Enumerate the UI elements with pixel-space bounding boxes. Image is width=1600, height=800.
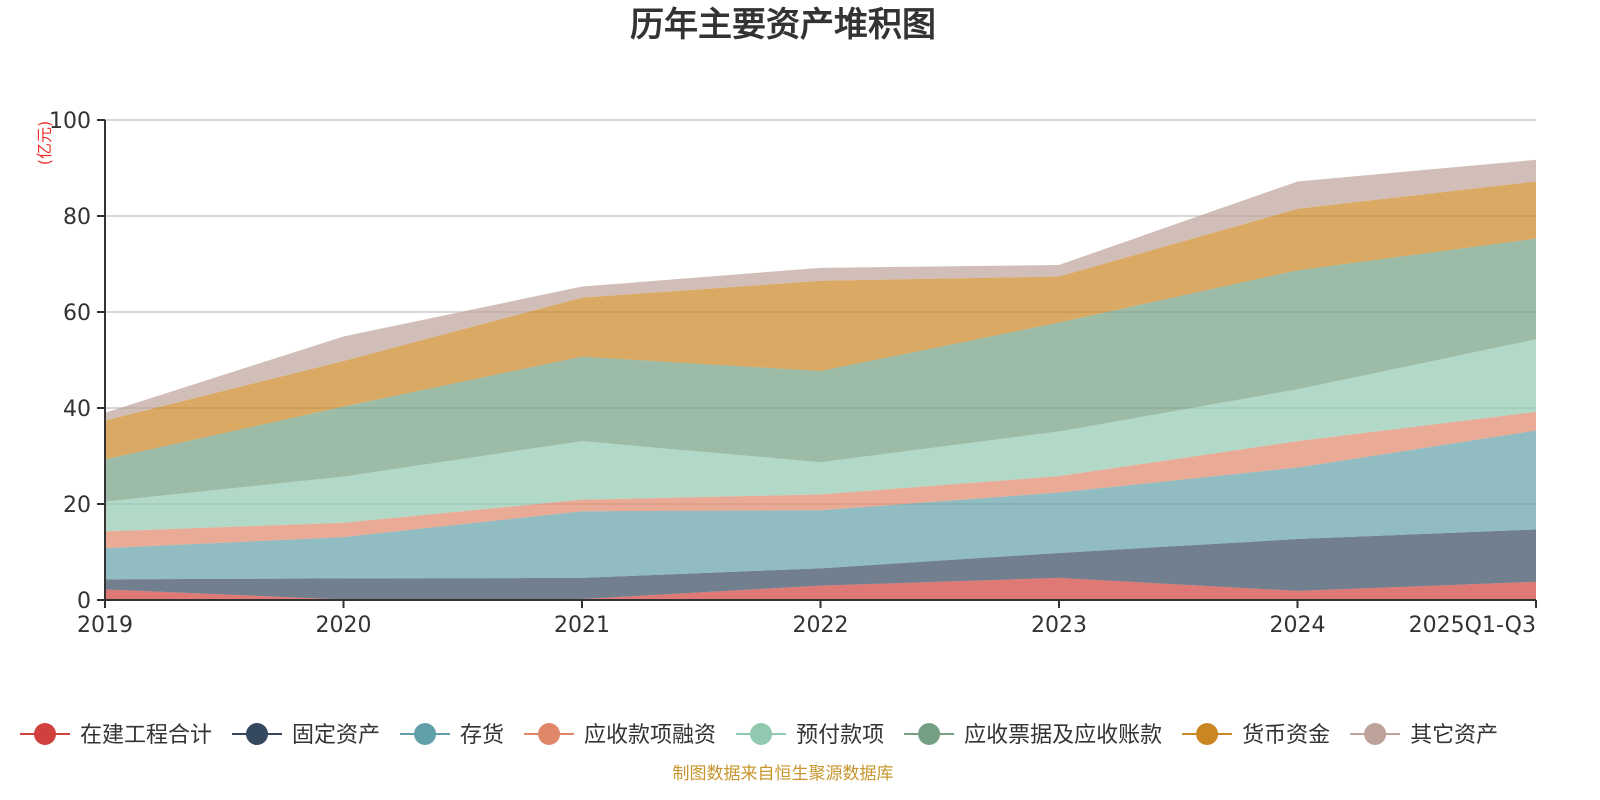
y-tick-label: 100: [49, 109, 91, 134]
series-areas: [105, 159, 1536, 600]
legend-label: 预付款项: [796, 723, 884, 748]
area-series-2: [105, 529, 1536, 600]
legend-label: 在建工程合计: [80, 723, 212, 748]
legend-marker: [34, 723, 56, 745]
legend-item-7[interactable]: 货币资金: [1182, 723, 1330, 748]
area-series-6: [105, 238, 1536, 502]
data-source-note: 制图数据来自恒生聚源数据库: [673, 764, 894, 784]
y-tick-label: 40: [63, 397, 91, 422]
legend-marker: [1364, 723, 1387, 745]
legend-item-8[interactable]: 其它资产: [1350, 723, 1498, 748]
x-tick-label: 2025Q1-Q3: [1409, 613, 1536, 638]
y-axis-ticks: 0 20 40 60 80 100: [49, 109, 105, 614]
legend-label: 货币资金: [1242, 723, 1330, 748]
x-tick-label: 2023: [1031, 613, 1087, 638]
legend-label: 固定资产: [292, 723, 380, 748]
area-series-7: [105, 181, 1536, 460]
legend-label: 应收票据及应收账款: [964, 723, 1162, 748]
area-series-4: [105, 411, 1536, 549]
y-tick-label: 80: [63, 205, 91, 230]
legend-item-1[interactable]: 在建工程合计: [20, 723, 212, 748]
legend-label: 应收款项融资: [584, 723, 716, 748]
x-tick-label: 2019: [77, 613, 133, 638]
y-tick-label: 20: [63, 493, 91, 518]
legend-marker: [538, 723, 561, 745]
x-tick-label: 2021: [554, 613, 610, 638]
legend[interactable]: 在建工程合计 固定资产 存货 应收款项融资 预付款项 应收票据及应收账款 货币资金 其它资产: [20, 723, 1498, 748]
legend-item-6[interactable]: 应收票据及应收账款: [904, 723, 1162, 748]
legend-item-4[interactable]: 应收款项融资: [524, 723, 716, 748]
legend-marker: [414, 723, 437, 745]
y-tick-label: 60: [63, 301, 91, 326]
area-series-1: [105, 577, 1536, 600]
area-series-8: [105, 159, 1536, 421]
legend-label: 存货: [460, 723, 504, 748]
legend-item-2[interactable]: 固定资产: [232, 723, 380, 748]
legend-marker: [750, 723, 773, 745]
area-series-3: [105, 430, 1536, 580]
legend-item-3[interactable]: 存货: [400, 723, 504, 748]
area-series-5: [105, 339, 1536, 532]
x-axis-ticks: 2019 2020 2021 2022 2023 2024 2025Q1-Q3: [77, 600, 1537, 638]
legend-item-5[interactable]: 预付款项: [736, 723, 884, 748]
legend-marker: [246, 723, 269, 745]
legend-label: 其它资产: [1410, 723, 1498, 748]
x-tick-label: 2022: [793, 613, 849, 638]
y-axis-unit-label: (亿元): [35, 121, 54, 166]
y-tick-label: 0: [77, 589, 91, 614]
x-tick-label: 2024: [1270, 613, 1326, 638]
legend-marker: [918, 723, 941, 745]
x-tick-label: 2020: [316, 613, 372, 638]
legend-marker: [1196, 723, 1219, 745]
chart-title: 历年主要资产堆积图: [630, 5, 936, 45]
